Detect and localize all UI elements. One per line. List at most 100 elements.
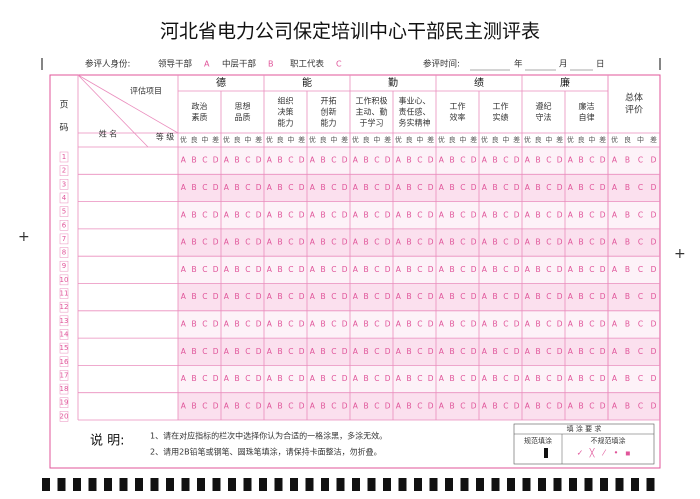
timing-bar (243, 478, 252, 491)
grade-label: 优 (266, 135, 273, 144)
bubble: C (417, 319, 422, 328)
grade-label: 优 (180, 135, 187, 144)
bubble: D (385, 401, 391, 410)
bubble: D (213, 319, 219, 328)
grade-label: 优 (438, 135, 445, 144)
bubble: B (364, 319, 369, 328)
row-band (178, 310, 660, 339)
bubble: A (439, 210, 445, 219)
bubble: B (450, 238, 455, 247)
grade-label: 差 (556, 135, 563, 144)
label: 日 (596, 60, 605, 70)
bubble: B (625, 374, 630, 383)
bubble: D (428, 183, 434, 192)
bubble: D (557, 319, 563, 328)
bubble: A (396, 238, 402, 247)
bubble: C (546, 319, 551, 328)
bad-mark: ✓ (577, 449, 584, 458)
bubble: D (428, 374, 434, 383)
timing-bar (88, 478, 97, 491)
bad-mark: • (614, 449, 619, 458)
bubble: A (310, 265, 316, 274)
bubble: C (460, 183, 465, 192)
bubble: C (245, 265, 250, 274)
bubble: B (579, 238, 584, 247)
bubble: B (321, 292, 326, 301)
bubble: D (557, 292, 563, 301)
bubble: D (299, 347, 305, 356)
bubble: A (353, 238, 359, 247)
num-box (59, 274, 69, 286)
bubble: A (568, 292, 574, 301)
timing-bar (166, 478, 174, 491)
bubble: A (568, 183, 574, 192)
bubble: B (321, 374, 326, 383)
bubble: A (224, 210, 230, 219)
num-box (59, 370, 69, 381)
bubble: C (288, 210, 293, 219)
grade-label: 差 (298, 135, 305, 144)
bubble: B (450, 183, 455, 192)
label: 责任感、 (399, 107, 431, 117)
bubble: C (589, 319, 594, 328)
label: 能力 (278, 118, 294, 128)
bubble: C (374, 374, 379, 383)
bubble: B (278, 156, 283, 165)
label: 工作 (493, 101, 509, 111)
timing-bar (305, 478, 314, 491)
num-box (59, 233, 69, 245)
bubble: C (288, 319, 293, 328)
label: 创新 (321, 107, 337, 117)
timing-bar (197, 478, 205, 491)
timing-bar (491, 478, 500, 491)
bubble: A (181, 156, 187, 165)
bubble: C (589, 292, 594, 301)
num-box (59, 315, 69, 327)
bubble: D (256, 347, 262, 356)
bubble: A (568, 238, 574, 247)
bubble: D (385, 319, 391, 328)
bubble: A (267, 265, 273, 274)
bubble: D (213, 374, 219, 383)
bubble: B (579, 374, 584, 383)
bubble: C (202, 401, 207, 410)
bubble: C (245, 319, 250, 328)
bubble: A (353, 374, 359, 383)
bubble: B (625, 347, 630, 356)
bubble: C (638, 265, 643, 274)
bubble: A (525, 319, 531, 328)
bubble: A (267, 210, 273, 219)
bubble: B (450, 401, 455, 410)
bubble: C (460, 238, 465, 247)
bubble: A (568, 265, 574, 274)
bubble: A (267, 238, 273, 247)
bubble: B (493, 265, 498, 274)
bubble: B (579, 265, 584, 274)
page-number: 10 (60, 276, 69, 284)
bubble: B (579, 347, 584, 356)
bubble: C (589, 183, 594, 192)
grade-label: 优 (481, 135, 488, 144)
bubble: A (396, 183, 402, 192)
label: 政治 (192, 101, 208, 111)
bubble: B (450, 210, 455, 219)
reg-mark: + (18, 229, 30, 245)
bubble: D (471, 374, 477, 383)
bubble: A (181, 347, 187, 356)
bubble: B (235, 347, 240, 356)
bubble: A (396, 156, 402, 165)
timing-bar (522, 478, 531, 491)
grade-label: 良 (363, 135, 370, 144)
bubble: D (514, 210, 520, 219)
bubble: C (245, 292, 250, 301)
bubble: C (331, 347, 336, 356)
bubble: B (625, 183, 630, 192)
bubble: C (331, 292, 336, 301)
bubble: C (503, 156, 508, 165)
bubble: B (579, 210, 584, 219)
bubble: D (651, 210, 657, 219)
bubble: D (342, 210, 348, 219)
bubble: D (213, 238, 219, 247)
bubble: A (310, 319, 316, 328)
bubble: B (493, 156, 498, 165)
